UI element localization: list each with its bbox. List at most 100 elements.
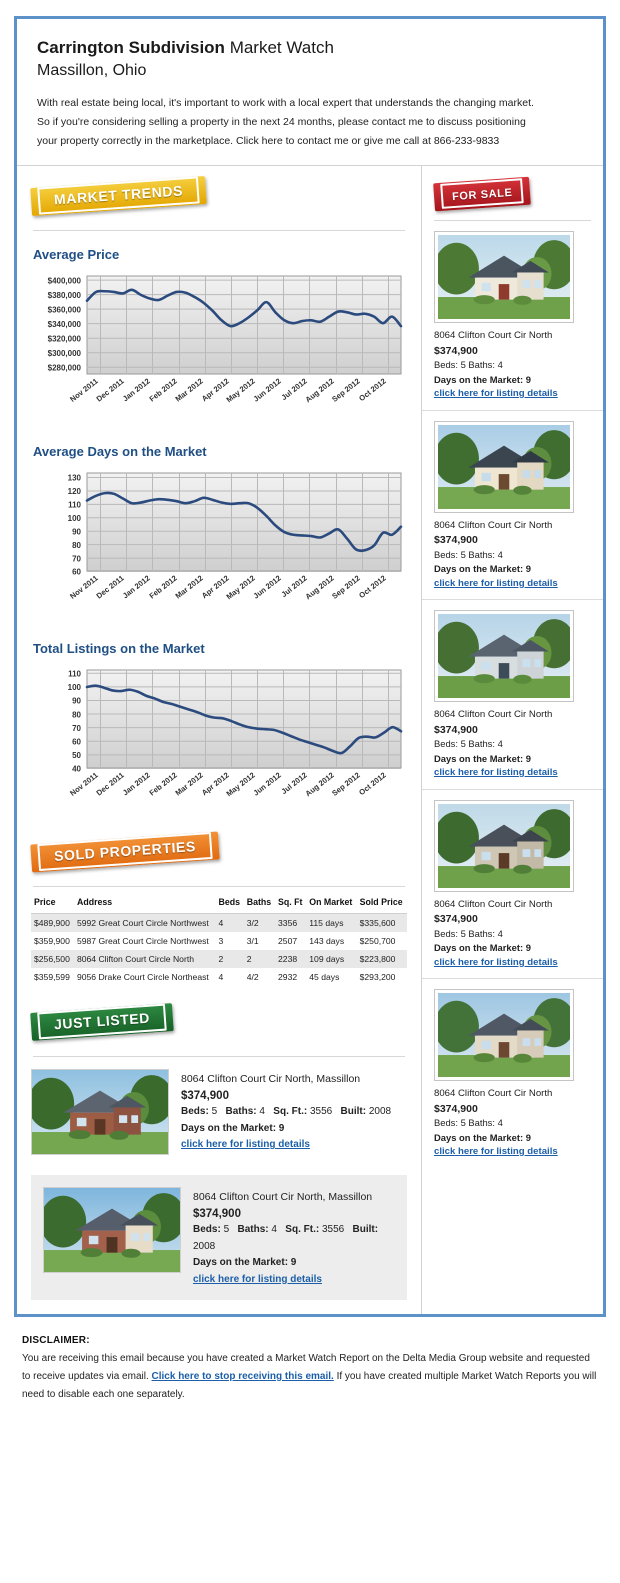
- svg-text:Feb 2012: Feb 2012: [148, 573, 179, 600]
- chart-title-total-listings: Total Listings on the Market: [33, 641, 205, 656]
- chart-block-total-listings: Total Listings on the Market 110 100 90 80 7…: [17, 625, 421, 822]
- listing-info: 8064 Clifton Court Cir North $374,900 Be…: [434, 898, 591, 971]
- svg-text:70: 70: [72, 554, 81, 563]
- sold-on-market: 115 days: [306, 913, 357, 932]
- market-trends-badge-label: MARKET TRENDS: [53, 182, 184, 208]
- intro-line-3: your property correctly in the marketpla…: [37, 135, 500, 147]
- svg-text:110: 110: [68, 669, 81, 678]
- market-trends-badge-wrap: MARKET TRENDS: [17, 166, 421, 226]
- sold-sold-price: $335,600: [356, 913, 407, 932]
- report-type: Market Watch: [229, 38, 334, 57]
- svg-text:May 2012: May 2012: [225, 376, 257, 404]
- listing-photo[interactable]: [43, 1187, 181, 1273]
- sold-sold-price: $293,200: [359, 972, 396, 982]
- listing-beds-baths: Beds: 5 Baths: 4: [434, 548, 503, 560]
- for-sale-item: 8064 Clifton Court Cir North $374,900 Be…: [422, 790, 603, 979]
- sold-address: 8064 Clifton Court Circle North: [73, 950, 216, 968]
- svg-text:50: 50: [72, 751, 81, 760]
- listing-beds-baths: Beds: 5 Baths: 4: [434, 359, 503, 370]
- for-sale-item: 8064 Clifton Court Cir North $374,900 Be…: [422, 221, 603, 411]
- market-trends-badge: MARKET TRENDS: [30, 175, 207, 217]
- listing-address: 8064 Clifton Court Cir North: [434, 519, 553, 531]
- svg-text:90: 90: [72, 527, 81, 536]
- for-sale-item: 8064 Clifton Court Cir North $374,900 Be…: [422, 600, 603, 790]
- sold-sqft: 2932: [278, 972, 298, 982]
- just-listed-badge: JUST LISTED: [30, 1003, 174, 1041]
- listing-address: 8064 Clifton Court Cir North: [434, 1088, 553, 1099]
- listing-photo[interactable]: [434, 799, 574, 892]
- listing-price: $374,900: [434, 723, 478, 736]
- svg-text:Mar 2012: Mar 2012: [174, 376, 205, 403]
- email-frame: Carrington Subdivision Market Watch Mass…: [14, 16, 606, 1317]
- svg-text:Nov 2011: Nov 2011: [68, 376, 100, 404]
- sold-sqft: 2507: [278, 936, 298, 946]
- intro-paragraph: With real estate being local, it's impor…: [37, 94, 583, 151]
- sold-price-listed: $359,900: [34, 936, 70, 946]
- svg-text:$400,000: $400,000: [48, 276, 82, 285]
- disclaimer-text-2: If you have created multiple Market Watc…: [22, 1371, 597, 1400]
- disclaimer-text-1: You are receiving this email because you…: [22, 1353, 590, 1382]
- listing-photo[interactable]: [31, 1069, 169, 1155]
- svg-text:May 2012: May 2012: [225, 573, 257, 601]
- body-columns: MARKET TRENDS Average Price $400,000 $380…: [17, 166, 603, 1314]
- listing-details-link[interactable]: click here for listing details: [434, 388, 558, 399]
- for-sale-badge: FOR SALE: [433, 176, 532, 212]
- listing-photo[interactable]: [434, 231, 574, 323]
- listing-details-link[interactable]: click here for listing details: [434, 1146, 558, 1157]
- chart-title-days-on-market: Average Days on the Market: [33, 444, 207, 459]
- listing-price: $374,900: [434, 534, 478, 546]
- svg-text:Aug 2012: Aug 2012: [304, 376, 336, 404]
- svg-text:$380,000: $380,000: [48, 291, 82, 300]
- chart-average-price: $400,000 $380,000 $360,000 $340,000 $320,000…: [31, 270, 407, 428]
- svg-text:40: 40: [72, 765, 81, 774]
- sold-on-market: 143 days: [309, 936, 345, 946]
- sold-properties-table: Price Address Beds Baths Sq. Ft On Marke…: [31, 891, 407, 986]
- unsubscribe-link[interactable]: Click here to stop receiving this email.: [151, 1371, 334, 1382]
- listing-beds-baths: Beds: 5 Baths: 4: [434, 738, 503, 749]
- svg-text:Aug 2012: Aug 2012: [304, 770, 336, 798]
- svg-text:80: 80: [72, 710, 81, 719]
- listing-photo[interactable]: [434, 989, 574, 1081]
- sold-baths: 3/1: [246, 936, 259, 946]
- listing-days-on-market: Days on the Market: 9: [181, 1122, 285, 1134]
- listing-price: $374,900: [434, 1102, 478, 1115]
- table-row: $359,900 5987 Great Court Circle Northwes…: [31, 932, 407, 950]
- listing-details-link[interactable]: click here for listing details: [434, 956, 558, 968]
- intro-line-2: So if you're considering selling a prope…: [37, 116, 526, 128]
- listing-address: 8064 Clifton Court Cir North, Massillon: [181, 1073, 361, 1085]
- listing-info: 8064 Clifton Court Cir North, Massillon …: [193, 1187, 395, 1288]
- listing-address: 8064 Clifton Court Cir North: [434, 330, 553, 341]
- svg-text:Jan 2012: Jan 2012: [121, 573, 152, 600]
- for-sale-item: 8064 Clifton Court Cir North $374,900 Be…: [422, 979, 603, 1168]
- sold-sold-price: $223,800: [356, 950, 407, 968]
- listing-photo[interactable]: [434, 420, 574, 513]
- email-page: Carrington Subdivision Market Watch Mass…: [0, 16, 620, 1420]
- listing-days-on-market: Days on the Market: 9: [434, 942, 531, 953]
- listing-details-link[interactable]: click here for listing details: [434, 577, 558, 589]
- listing-details-link[interactable]: click here for listing details: [193, 1273, 322, 1285]
- svg-text:Sep 2012: Sep 2012: [330, 770, 361, 797]
- svg-text:Dec 2011: Dec 2011: [95, 573, 127, 601]
- svg-text:80: 80: [72, 541, 81, 550]
- sold-price-listed: $489,900: [31, 913, 74, 932]
- just-listed-badge-wrap: JUST LISTED: [17, 986, 421, 1052]
- chart-title-average-price: Average Price: [33, 247, 120, 262]
- sold-baths: 4/2: [246, 972, 259, 982]
- svg-text:110: 110: [68, 501, 81, 510]
- svg-text:Mar 2012: Mar 2012: [174, 573, 205, 600]
- svg-text:Jun 2012: Jun 2012: [252, 770, 283, 797]
- svg-text:90: 90: [72, 697, 81, 706]
- chart-block-average-price: Average Price $400,000 $380,000 $360,000 $3…: [17, 231, 421, 428]
- listing-details-link[interactable]: click here for listing details: [181, 1139, 310, 1150]
- svg-text:Dec 2011: Dec 2011: [95, 770, 127, 798]
- sold-address: 5992 Great Court Circle Northwest: [73, 913, 216, 932]
- sold-beds: 2: [215, 950, 244, 968]
- listing-details-link[interactable]: click here for listing details: [434, 767, 558, 778]
- sold-beds: 3: [218, 936, 224, 946]
- divider: [33, 1056, 405, 1057]
- divider: [33, 886, 405, 887]
- listing-photo[interactable]: [434, 610, 574, 702]
- svg-text:$280,000: $280,000: [48, 363, 82, 372]
- svg-text:Sep 2012: Sep 2012: [330, 573, 361, 600]
- listing-info: 8064 Clifton Court Cir North $374,900 Be…: [434, 519, 591, 592]
